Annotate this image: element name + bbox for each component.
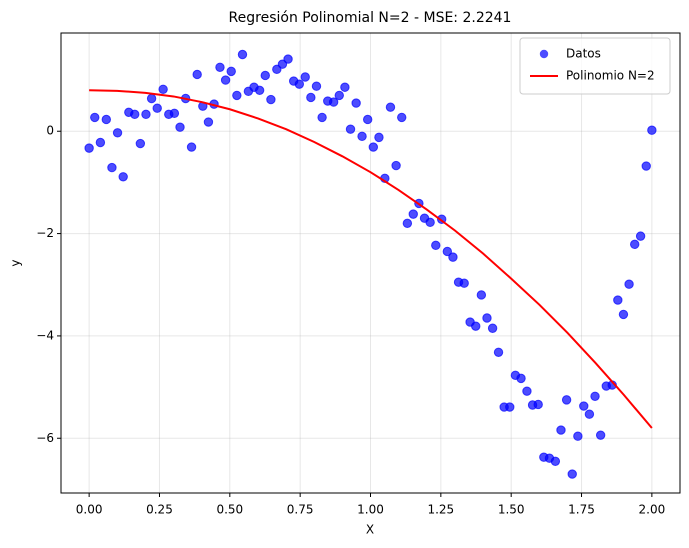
data-point [641, 161, 651, 171]
data-point [266, 94, 276, 105]
data-point [573, 431, 583, 441]
data-point [567, 469, 577, 479]
data-point [368, 142, 379, 152]
data-point [328, 97, 339, 107]
data-point [362, 114, 373, 125]
data-point [590, 391, 600, 401]
x-tick-label: 0.75 [287, 503, 314, 517]
data-point [84, 143, 94, 153]
data-point [493, 347, 504, 357]
data-point [158, 84, 168, 94]
data-point [334, 90, 344, 101]
data-point [192, 69, 202, 80]
data-point [351, 98, 361, 108]
data-point [283, 54, 293, 64]
data-point [459, 278, 469, 288]
data-point [522, 386, 532, 396]
data-point [112, 128, 123, 138]
x-tick-label: 2.00 [639, 503, 666, 517]
data-point [630, 239, 640, 250]
data-point [516, 373, 526, 384]
x-tick-label: 1.50 [498, 503, 525, 517]
data-point [90, 112, 100, 123]
y-tick-label: 0 [46, 124, 54, 138]
data-point [215, 62, 225, 72]
data-point [533, 399, 543, 410]
data-point [385, 102, 396, 112]
data-point [482, 313, 492, 323]
data-point [152, 103, 162, 113]
data-point [402, 218, 413, 229]
data-point [237, 49, 248, 60]
data-point [345, 124, 356, 134]
data-point [317, 112, 327, 123]
data-point [306, 92, 316, 103]
data-point [397, 112, 407, 123]
data-point [107, 162, 117, 173]
data-point [232, 90, 242, 101]
x-tick-label: 0.50 [216, 503, 243, 517]
data-point [584, 409, 595, 419]
data-point [226, 66, 236, 77]
data-point [425, 217, 435, 228]
data-point [118, 172, 128, 182]
fit-line [89, 89, 653, 429]
x-tick-label: 0.25 [146, 503, 173, 517]
data-point [408, 209, 418, 219]
data-point [101, 114, 111, 125]
data-point [635, 231, 646, 241]
x-tick-label: 1.75 [568, 503, 595, 517]
y-tick-label: −4 [36, 328, 54, 342]
x-tick-label: 1.00 [357, 503, 384, 517]
y-tick-label: −2 [36, 226, 54, 240]
data-point [431, 240, 441, 251]
data-point [340, 82, 350, 92]
chart-title: Regresión Polinomial N=2 - MSE: 2.2241 [229, 10, 512, 26]
data-point [300, 72, 310, 82]
y-tick-label: −6 [36, 431, 54, 445]
legend-label: Polinomio N=2 [566, 69, 655, 83]
x-tick-label: 0.00 [76, 503, 103, 517]
data-point [186, 142, 197, 152]
data-point [220, 75, 231, 85]
legend-box [519, 37, 671, 95]
data-point [311, 81, 322, 91]
data-point [357, 131, 367, 142]
x-axis-label: X [366, 523, 374, 537]
data-point [647, 125, 657, 135]
data-point [595, 430, 606, 440]
data-point [130, 109, 140, 120]
data-point [203, 117, 214, 127]
data-point [146, 93, 157, 104]
data-point [487, 323, 498, 333]
legend-swatch [539, 49, 549, 59]
data-point [135, 138, 146, 149]
data-point [95, 137, 106, 148]
data-point [561, 395, 572, 405]
data-point [374, 132, 384, 143]
data-point [613, 295, 623, 305]
data-point [476, 290, 487, 300]
data-point [391, 160, 401, 171]
data-point [141, 109, 151, 120]
data-point [550, 456, 561, 466]
data-point [442, 246, 453, 257]
data-point [505, 402, 515, 412]
data-point [169, 108, 180, 119]
x-tick-label: 1.25 [427, 503, 454, 517]
data-point [254, 85, 265, 96]
data-point [175, 122, 185, 132]
data-point [556, 425, 566, 435]
data-point [579, 401, 589, 411]
data-point [624, 279, 634, 289]
data-point [471, 321, 481, 331]
data-point [294, 79, 305, 89]
legend: Datos Polinomio N=2 [519, 37, 671, 95]
y-axis-label: y [9, 259, 23, 266]
data-point [618, 309, 629, 320]
data-point [260, 70, 270, 81]
data-point [448, 252, 458, 262]
legend-label: Datos [566, 47, 601, 61]
